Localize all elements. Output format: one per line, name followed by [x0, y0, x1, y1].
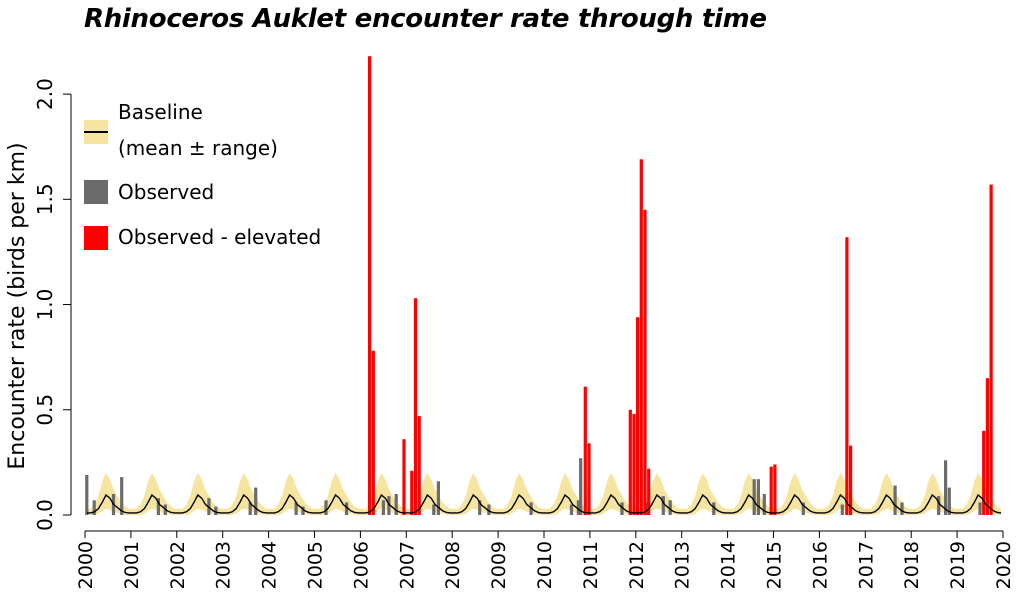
x-tick-label: 2001: [121, 541, 143, 589]
x-tick-label: 2012: [626, 541, 648, 589]
mean-layer: [86, 493, 1002, 514]
observed-bar: [214, 506, 218, 515]
x-tick-label: 2018: [901, 541, 923, 589]
elevated-bar: [985, 378, 989, 515]
observed-bar: [432, 504, 436, 515]
x-tick-label: 2011: [580, 541, 602, 589]
observed-bar: [156, 498, 160, 515]
observed-bar: [487, 504, 491, 515]
x-tick-label: 2009: [488, 541, 510, 589]
legend-elevated-label: Observed - elevated: [118, 225, 322, 249]
observed-bar: [756, 479, 760, 515]
x-tick-label: 2015: [764, 541, 786, 589]
x-tick-label: 2006: [350, 541, 372, 589]
x-tick-label: 2019: [947, 541, 969, 589]
x-tick-label: 2016: [809, 541, 831, 589]
elevated-bar: [410, 470, 414, 515]
elevated-bar: [628, 409, 632, 515]
elevated-bar: [413, 298, 418, 515]
observed-bar: [254, 487, 258, 515]
legend-baseline-swatch: [84, 120, 108, 144]
legend-observed-swatch: [84, 180, 108, 204]
legend-observed-label: Observed: [118, 180, 215, 204]
elevated-bar: [647, 468, 651, 515]
observed-bar: [937, 496, 941, 515]
observed-bar: [294, 502, 298, 515]
elevated-bar: [587, 443, 591, 515]
observed-bar: [712, 502, 716, 515]
observed-bar: [752, 479, 756, 515]
y-tick-label: 1.0: [33, 289, 57, 321]
observed-bar: [85, 475, 89, 515]
elevated-bar: [636, 317, 640, 515]
observed-bar: [569, 504, 574, 515]
observed-bar: [661, 496, 665, 515]
observed-bar: [324, 500, 328, 515]
elevated-bar: [982, 430, 986, 515]
chart-title: Rhinoceros Auklet encounter rate through…: [84, 4, 767, 34]
elevated-bar: [643, 209, 647, 516]
elevated-bar: [417, 416, 421, 515]
observed-bar: [120, 477, 124, 515]
observed-bar: [92, 500, 96, 515]
elevated-bar: [849, 445, 853, 515]
observed-bar: [394, 494, 398, 515]
x-tick-label: 2000: [75, 541, 97, 589]
observed-bar: [579, 458, 583, 515]
observed-bar: [893, 485, 897, 515]
observed-bar: [345, 502, 349, 515]
x-tick-label: 2020: [993, 541, 1015, 589]
baseline-mean-line: [86, 493, 1002, 514]
elevated-bar: [402, 439, 406, 515]
axes-layer: 0.0 0.5 1.0 1.5 2.0 2000 2001 2002 2003 2004 2005 2…: [33, 78, 1015, 589]
y-tick-label: 0.0: [33, 499, 57, 531]
x-tick-label: 2002: [167, 541, 189, 589]
elevated-bar: [773, 464, 777, 515]
elevated-bar: [639, 159, 643, 516]
x-tick-label: 2005: [305, 541, 327, 589]
y-axis-label: Encounter rate (birds per km): [5, 142, 30, 469]
bars-layer: [85, 56, 993, 516]
x-tick-label: 2013: [672, 541, 694, 589]
legend-baseline-sublabel: (mean ± range): [118, 136, 278, 160]
elevated-bar: [371, 350, 375, 515]
elevated-bar: [632, 414, 636, 515]
observed-bar: [668, 500, 672, 515]
x-tick-label: 2017: [855, 541, 877, 589]
observed-bar: [576, 500, 580, 515]
x-tick-label: 2014: [718, 541, 740, 589]
observed-bar: [762, 494, 766, 515]
x-tick-label: 2010: [534, 541, 556, 589]
observed-bar: [248, 502, 252, 515]
x-tick-label: 2008: [442, 541, 464, 589]
elevated-bar: [583, 386, 587, 515]
elevated-bar: [769, 466, 773, 515]
baseline-range-band: [86, 472, 1002, 515]
elevated-bar: [989, 184, 993, 515]
observed-bar: [436, 481, 440, 515]
observed-bar: [387, 496, 391, 515]
y-tick-label: 2.0: [33, 78, 57, 110]
observed-bar: [478, 500, 482, 515]
y-tick-label: 1.5: [33, 183, 57, 215]
x-tick-label: 2007: [396, 541, 418, 589]
observed-bar: [840, 504, 844, 515]
observed-bar: [944, 460, 948, 515]
observed-bar: [801, 502, 805, 515]
observed-bar: [978, 502, 982, 515]
legend-baseline-label: Baseline: [118, 100, 203, 124]
x-tick-label: 2004: [259, 541, 281, 589]
baseline-layer: [86, 472, 1002, 515]
y-tick-label: 0.5: [33, 394, 57, 426]
elevated-bar: [845, 237, 849, 515]
observed-bar: [301, 506, 305, 515]
observed-bar: [947, 487, 951, 515]
observed-bar: [900, 502, 904, 515]
elevated-bar: [368, 56, 372, 515]
x-tick-label: 2003: [213, 541, 235, 589]
observed-bar: [381, 500, 385, 515]
legend-elevated-swatch: [84, 226, 108, 250]
observed-bar: [620, 502, 624, 515]
